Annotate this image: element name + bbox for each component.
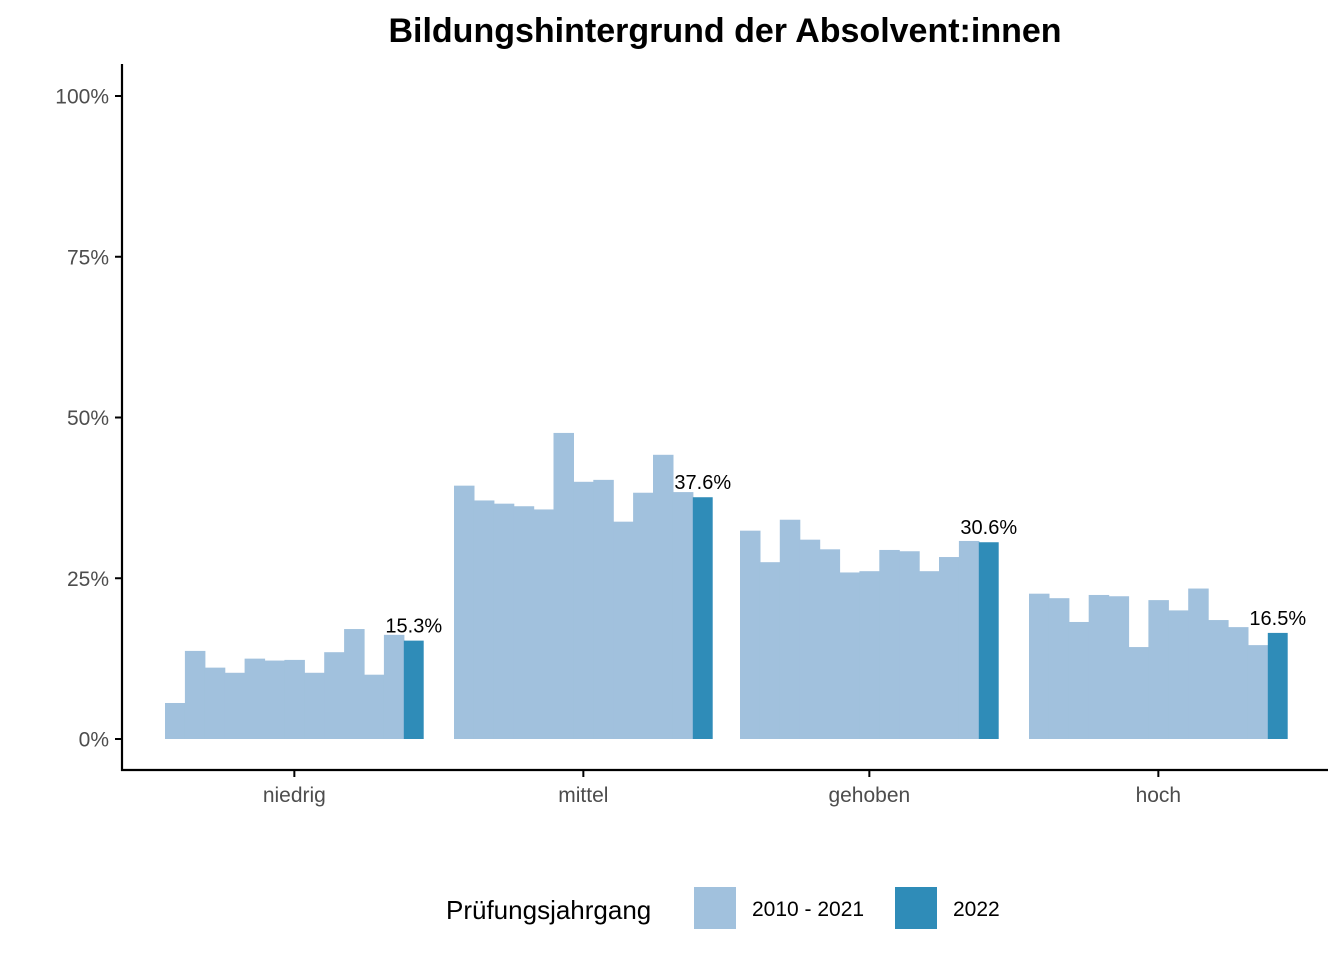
bar-gehoben-previous-7 <box>859 571 880 739</box>
bar-hoch-previous-7 <box>1148 600 1169 739</box>
y-tick-label: 0% <box>79 729 109 752</box>
bar-mittel-previous-11 <box>653 454 674 739</box>
bar-gehoben-previous-11 <box>939 557 960 739</box>
bar-gehoben-previous-10 <box>919 571 940 739</box>
bar-mittel-previous-2 <box>473 500 495 739</box>
bar-hoch-previous-3 <box>1068 621 1090 739</box>
bar-hoch-previous-10 <box>1208 620 1229 739</box>
bar-hoch-previous-6 <box>1128 647 1149 739</box>
bar-gehoben-previous-8 <box>879 549 900 739</box>
bar-hoch-previous-8 <box>1168 610 1189 739</box>
bar-mittel-previous-3 <box>493 503 515 739</box>
bar-niedrig-previous-8 <box>304 672 325 739</box>
bar-niedrig-previous-11 <box>364 674 385 739</box>
x-tick-label-gehoben: gehoben <box>828 784 910 807</box>
y-tick-label: 100% <box>55 86 109 109</box>
bar-hoch-2022 <box>1267 632 1288 739</box>
bar-gehoben-2022 <box>978 542 999 739</box>
y-tick-label: 25% <box>67 568 109 591</box>
bar-mittel-previous-9 <box>613 521 634 739</box>
bar-gehoben-previous-4 <box>799 539 821 739</box>
bar-mittel-previous-5 <box>533 509 555 739</box>
bar-mittel-previous-6 <box>553 432 574 739</box>
bar-mittel-previous-8 <box>593 479 614 739</box>
x-axis: niedrig mittel gehoben hoch <box>121 768 1328 807</box>
chart-title: Bildungshintergrund der Absolvent:innen <box>388 12 1061 50</box>
bar-hoch-previous-11 <box>1228 627 1249 739</box>
bar-hoch-previous-2 <box>1048 598 1070 739</box>
bar-niedrig-previous-6 <box>264 660 285 739</box>
bar-niedrig-previous-10 <box>344 629 365 739</box>
bar-mittel-previous-7 <box>573 481 594 739</box>
bar-niedrig-2022 <box>403 640 424 739</box>
data-label-niedrig-2022: 15.3% <box>385 616 442 638</box>
legend-swatch-2022 <box>895 887 937 929</box>
bar-gehoben-previous-2 <box>759 562 781 739</box>
bar-mittel-previous-1 <box>454 485 475 739</box>
legend-label-2022: 2022 <box>953 898 1000 921</box>
bar-mittel-previous-4 <box>513 506 535 739</box>
bar-hoch-previous-5 <box>1108 596 1130 739</box>
data-labels: 15.3% 37.6% 30.6% 16.5% <box>385 472 1306 637</box>
bar-hoch-previous-1 <box>1029 593 1050 739</box>
bar-niedrig-previous-12 <box>383 634 405 739</box>
bar-gehoben-previous-9 <box>899 551 920 739</box>
data-label-gehoben-2022: 30.6% <box>960 517 1017 539</box>
y-tick-label: 75% <box>67 246 109 269</box>
bar-gehoben-previous-3 <box>779 519 801 739</box>
bar-mittel-previous-12 <box>672 492 694 739</box>
bar-hoch-previous-4 <box>1088 594 1110 739</box>
bar-mittel-2022 <box>692 497 713 739</box>
legend: Prüfungsjahrgang 2010 - 2021 2022 <box>446 887 1000 929</box>
bar-gehoben-previous-6 <box>839 572 860 739</box>
bar-niedrig-previous-7 <box>284 659 305 739</box>
data-label-hoch-2022: 16.5% <box>1249 608 1306 630</box>
bar-mittel-previous-10 <box>633 492 654 739</box>
bars <box>165 432 1288 739</box>
x-tick-label-mittel: mittel <box>558 784 608 807</box>
bar-hoch-previous-9 <box>1188 588 1209 739</box>
bar-niedrig-previous-2 <box>184 650 206 739</box>
legend-label-2010-2021: 2010 - 2021 <box>752 898 864 921</box>
bar-gehoben-previous-12 <box>958 540 980 739</box>
y-axis: 0% 25% 50% 75% 100% <box>55 64 124 771</box>
bar-niedrig-previous-5 <box>244 658 266 739</box>
bar-niedrig-previous-9 <box>324 652 345 739</box>
bar-hoch-previous-12 <box>1247 645 1269 739</box>
data-label-mittel-2022: 37.6% <box>674 472 731 494</box>
bar-niedrig-previous-3 <box>204 667 226 739</box>
bar-niedrig-previous-4 <box>224 672 246 739</box>
bar-gehoben-previous-1 <box>740 530 761 739</box>
x-tick-label-hoch: hoch <box>1136 784 1182 807</box>
legend-swatch-2010-2021 <box>694 887 736 929</box>
bar-niedrig-previous-1 <box>165 702 186 739</box>
legend-title: Prüfungsjahrgang <box>446 895 651 925</box>
y-tick-label: 50% <box>67 407 109 430</box>
x-tick-label-niedrig: niedrig <box>263 784 326 807</box>
bar-gehoben-previous-5 <box>819 549 841 739</box>
